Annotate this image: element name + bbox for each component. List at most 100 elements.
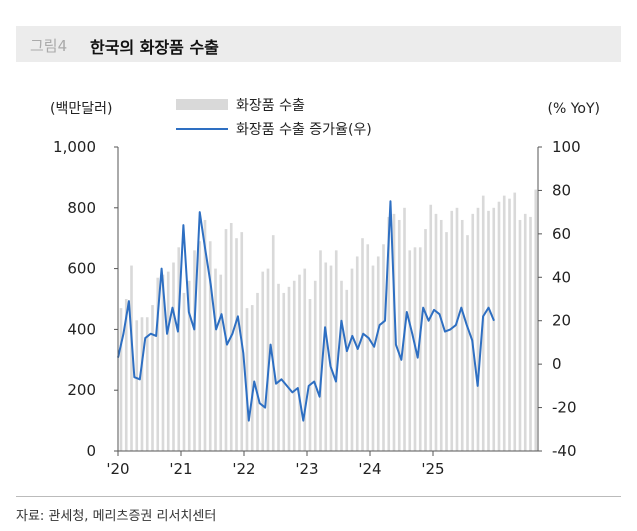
bar-export-value <box>460 219 464 451</box>
left-tick-label: 0 <box>86 442 96 460</box>
bar-export-value <box>250 305 254 451</box>
bar-export-value <box>471 213 475 451</box>
right-axis-unit: (% YoY) <box>548 101 601 117</box>
bar-export-value <box>277 283 280 451</box>
bar-export-value <box>245 308 249 451</box>
figure-title: 한국의 화장품 수출 <box>90 38 219 57</box>
bar-export-value <box>376 256 380 451</box>
legend-line-label: 화장품 수출 증가율(우) <box>236 122 372 138</box>
left-axis-unit: (백만달러) <box>50 101 112 117</box>
bar-export-value <box>130 265 133 451</box>
axes: 0 200 400 600 800 1,000 -40 -20 0 20 40 60 80 100 '20 '… <box>53 138 581 478</box>
bar-export-value <box>198 241 202 451</box>
bar-export-value <box>508 198 511 451</box>
bar-export-value <box>487 210 490 451</box>
bar-export-value <box>172 262 175 451</box>
bar-export-value <box>513 192 517 451</box>
bar-export-value <box>382 244 385 451</box>
x-tick-label: '20 <box>106 460 129 478</box>
bar-export-value <box>319 250 322 451</box>
bar-export-value <box>256 292 259 451</box>
figure-header: 그림4 한국의 화장품 수출 <box>16 26 621 62</box>
left-tick-label: 600 <box>67 260 96 278</box>
bar-export-value <box>292 280 296 451</box>
bar-export-value <box>424 229 427 451</box>
line-series <box>117 200 495 422</box>
bar-export-value <box>466 235 469 451</box>
bar-export-value <box>303 268 307 451</box>
bar-export-value <box>271 235 275 451</box>
bar-export-value <box>492 207 496 451</box>
right-tick-label: 60 <box>552 225 571 243</box>
bar-export-value <box>350 268 354 451</box>
legend-bar-label: 화장품 수출 <box>236 98 305 114</box>
bar-export-value <box>455 207 459 451</box>
x-tick-label: '22 <box>232 460 255 478</box>
bar-export-value <box>445 232 448 451</box>
right-tick-label: 0 <box>552 355 562 373</box>
right-tick-label: 40 <box>552 268 571 286</box>
bar-export-value <box>166 271 170 451</box>
bar-export-value <box>145 317 149 451</box>
bottom-rule <box>16 496 621 497</box>
left-tick-label: 1,000 <box>53 138 96 156</box>
bar-export-value <box>523 213 527 451</box>
bar-export-value <box>140 317 144 451</box>
right-tick-label: -20 <box>552 399 577 417</box>
bar-export-value <box>334 250 338 451</box>
bar-export-value <box>282 292 286 451</box>
figure-number: 그림4 <box>30 37 68 55</box>
bar-export-value <box>392 213 396 451</box>
bar-export-value <box>476 207 480 451</box>
bar-export-value <box>340 280 343 451</box>
growth-rate-line <box>117 200 495 422</box>
bar-export-value <box>429 204 433 451</box>
x-tick-label: '24 <box>358 460 381 478</box>
x-tick-label: '21 <box>169 460 192 478</box>
bar-export-value <box>261 271 265 451</box>
bar-export-value <box>497 201 501 451</box>
bar-export-value <box>124 299 128 451</box>
bar-export-value <box>418 247 422 451</box>
bar-export-value <box>214 268 217 451</box>
left-tick-label: 400 <box>67 320 96 338</box>
bar-export-value <box>397 219 401 451</box>
legend-bar-swatch <box>176 99 228 110</box>
bar-export-value <box>298 274 301 451</box>
bar-export-value <box>439 219 443 451</box>
bar-export-value <box>177 247 181 451</box>
bar-export-value <box>219 274 223 451</box>
right-tick-label: 80 <box>552 181 571 199</box>
left-tick-label: 200 <box>67 381 96 399</box>
bar-export-value <box>387 216 391 451</box>
bar-export-value <box>182 292 186 451</box>
bar-export-value <box>434 213 438 451</box>
bar-export-value <box>529 216 532 451</box>
left-tick-label: 800 <box>67 199 96 217</box>
bar-export-value <box>371 265 375 451</box>
bar-export-value <box>329 265 333 451</box>
x-tick-label: '23 <box>295 460 318 478</box>
bar-export-value <box>119 308 123 451</box>
bar-export-value <box>408 250 412 451</box>
right-tick-label: 20 <box>552 312 571 330</box>
right-tick-label: -40 <box>552 442 577 460</box>
bar-export-value <box>502 195 506 451</box>
bar-export-value <box>361 238 364 451</box>
chart: 0 200 400 600 800 1,000 -40 -20 0 20 40 60 80 100 '20 '… <box>50 98 601 478</box>
bar-export-value <box>208 241 212 451</box>
bar-export-value <box>203 219 207 451</box>
bar-export-value <box>135 320 139 451</box>
bar-export-value <box>266 268 270 451</box>
source-note: 자료: 관세청, 메리츠증권 리서치센터 <box>16 509 217 524</box>
bar-export-value <box>156 277 160 451</box>
bar-export-value <box>151 305 154 451</box>
bar-export-value <box>313 280 317 451</box>
x-tick-label: '25 <box>421 460 444 478</box>
bar-export-value <box>324 262 328 451</box>
bar-export-value <box>308 299 312 451</box>
bar-export-value <box>366 244 370 451</box>
bar-export-value <box>235 238 238 451</box>
bar-export-value <box>287 286 291 451</box>
